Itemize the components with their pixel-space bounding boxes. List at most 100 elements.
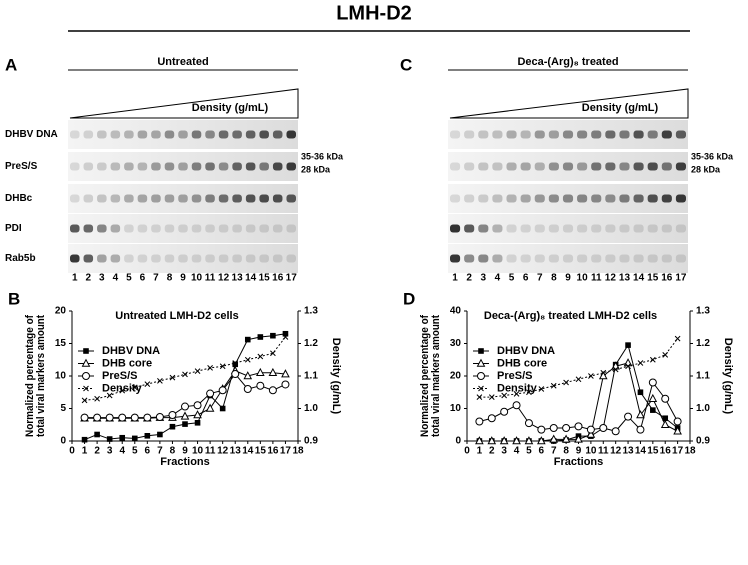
blot-band <box>178 194 188 203</box>
blot-band <box>232 130 242 139</box>
blot-band <box>534 224 545 233</box>
y-tick-label: 5 <box>60 403 66 414</box>
x-tick-label: 8 <box>170 446 176 457</box>
marker <box>637 389 644 396</box>
blot-band <box>520 130 531 139</box>
lane-number: 6 <box>140 273 146 284</box>
legend-label: PreS/S <box>102 370 137 382</box>
blot-band <box>259 254 269 263</box>
blot-band <box>83 194 94 203</box>
legend-marker <box>83 348 89 354</box>
blot-band <box>70 254 80 263</box>
marker <box>244 336 251 343</box>
y2-tick-label: 1.2 <box>304 338 318 349</box>
marker <box>499 436 509 445</box>
blot-band <box>272 130 283 139</box>
legend-marker <box>476 358 486 367</box>
blot-band <box>577 224 588 233</box>
x-tick-label: 13 <box>622 446 634 457</box>
panel-letter: A <box>5 55 17 74</box>
marker <box>476 394 483 400</box>
blot-band <box>245 162 256 171</box>
marker <box>206 389 215 398</box>
marker <box>624 412 633 421</box>
blot-band <box>124 194 134 203</box>
blot-band <box>110 162 121 171</box>
x-tick-label: 6 <box>145 446 151 457</box>
blot-band <box>464 254 475 263</box>
lane-number: 7 <box>537 273 543 284</box>
lane-number: 13 <box>232 273 244 284</box>
marker <box>625 342 631 348</box>
x-tick-label: 1 <box>477 446 483 457</box>
lane-number: 13 <box>619 273 631 284</box>
blot-band <box>661 194 672 203</box>
blot-band <box>605 224 616 233</box>
x-tick-label: 10 <box>585 446 597 457</box>
blot-band <box>164 194 175 203</box>
marker <box>549 424 558 432</box>
blot-band <box>675 194 686 203</box>
blot-band <box>633 224 644 233</box>
marker <box>106 392 113 399</box>
blot-band <box>137 224 148 233</box>
x-tick-label: 12 <box>610 446 622 457</box>
x-tick-label: 17 <box>672 446 684 457</box>
legend-label: DHB core <box>102 357 152 369</box>
blot-band <box>534 130 545 139</box>
marker <box>256 367 265 377</box>
marker <box>586 425 595 434</box>
marker <box>194 368 201 374</box>
blot-band <box>492 162 503 171</box>
blot-band <box>83 224 94 233</box>
chart-title: Untreated LMH-D2 cells <box>115 310 238 322</box>
blot-band <box>633 194 644 203</box>
blot-band <box>178 224 188 233</box>
lane-number: 9 <box>565 273 571 284</box>
blot-band <box>218 254 229 263</box>
blot-band <box>124 130 134 139</box>
blot-band <box>548 130 559 139</box>
blot-band <box>151 194 161 203</box>
y-tick-label: 15 <box>55 338 67 349</box>
blot-band <box>548 194 559 203</box>
lane-number: 10 <box>577 273 589 284</box>
marker <box>80 413 89 422</box>
blot-band <box>506 254 517 263</box>
x-axis-label: Fractions <box>554 456 604 468</box>
lane-number: 16 <box>272 273 284 284</box>
marker <box>512 401 521 410</box>
blot-band <box>286 162 296 171</box>
blot-band <box>520 254 531 263</box>
y2-tick-label: 1.0 <box>696 403 710 414</box>
marker <box>219 405 226 412</box>
y2-axis-label: Density (g/mL) <box>722 338 734 415</box>
marker <box>218 386 227 395</box>
blot-band <box>164 254 175 263</box>
marker <box>168 411 177 419</box>
size-label: 35-36 kDa <box>691 151 734 161</box>
blot-band <box>577 194 588 203</box>
lane-number: 14 <box>245 273 257 284</box>
x-tick-label: 8 <box>563 446 569 457</box>
y-tick-label: 30 <box>450 338 462 349</box>
marker <box>131 435 138 442</box>
marker <box>636 425 645 434</box>
lane-number: 12 <box>605 273 617 284</box>
marker <box>94 431 100 438</box>
marker <box>256 381 265 390</box>
blot-band <box>83 254 94 263</box>
marker <box>268 367 278 377</box>
y-tick-label: 40 <box>450 306 462 317</box>
marker <box>282 330 289 337</box>
blot-band <box>520 224 531 233</box>
blot-band <box>151 162 161 171</box>
blot-band <box>286 224 296 233</box>
blot-band <box>619 130 630 139</box>
y-tick-label: 10 <box>450 403 462 414</box>
blot-band <box>137 162 148 171</box>
lane-number: 12 <box>218 273 230 284</box>
marker <box>574 422 583 431</box>
y-tick-label: 10 <box>55 371 67 382</box>
lane-number: 8 <box>551 273 557 284</box>
